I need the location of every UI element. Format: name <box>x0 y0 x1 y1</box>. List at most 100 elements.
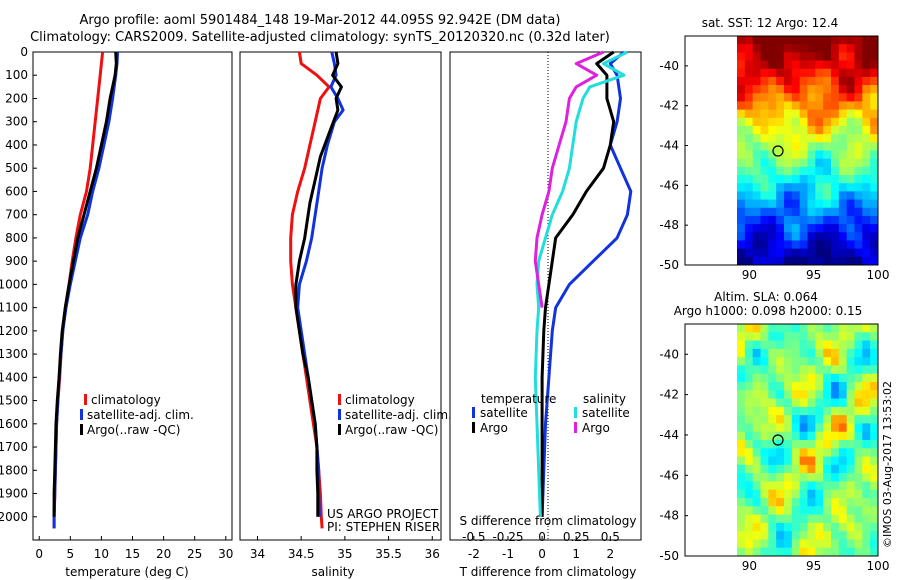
map-cell <box>760 166 769 176</box>
depth-tick-label: 400 <box>5 138 28 152</box>
map-cell <box>862 101 871 111</box>
map-cell <box>776 158 785 168</box>
map-cell <box>815 481 824 491</box>
map-cell <box>854 456 863 466</box>
map-cell <box>791 498 801 507</box>
map-cell <box>799 423 808 433</box>
map-cell <box>838 431 848 441</box>
map-cell <box>807 85 816 94</box>
map-cell <box>760 175 769 184</box>
map-cell <box>744 464 754 474</box>
map-cell <box>862 324 871 333</box>
map-cell <box>862 224 871 233</box>
map-cell <box>768 440 777 449</box>
map-cell <box>815 199 824 209</box>
map-cell <box>838 539 848 549</box>
map-cell <box>768 324 777 333</box>
map-cell <box>784 547 793 557</box>
map-cell <box>831 547 840 557</box>
map-cell <box>846 340 855 350</box>
map-cell <box>807 348 816 358</box>
map-cell <box>791 166 801 176</box>
map-cell <box>831 365 840 375</box>
map-cell <box>768 142 777 151</box>
map-cell <box>870 248 879 258</box>
map-cell <box>807 44 816 53</box>
map-cell <box>838 531 848 540</box>
map-cell <box>846 36 855 45</box>
map-cell <box>854 390 863 399</box>
map-cell <box>846 134 855 143</box>
map-cell <box>862 68 871 78</box>
map-cell <box>854 531 863 540</box>
map-cell <box>768 248 777 258</box>
map-cell <box>838 514 848 524</box>
map-cell <box>831 166 840 176</box>
map-cell <box>831 506 840 515</box>
map-cell <box>870 415 879 424</box>
map-cell <box>823 448 832 457</box>
map-cell <box>776 191 785 200</box>
map-cell <box>807 423 816 433</box>
map-cell <box>838 415 848 424</box>
map-cell <box>737 373 746 383</box>
map-cell <box>784 224 793 233</box>
map-lat-tick: -46 <box>659 178 679 192</box>
map-cell <box>870 183 879 192</box>
map-cell <box>838 232 848 241</box>
map-cell <box>784 324 793 333</box>
map-cell <box>838 489 848 499</box>
map-cell <box>799 348 808 358</box>
map-cell <box>831 117 840 127</box>
map-cell <box>815 365 824 375</box>
map-cell <box>838 158 848 168</box>
map-cell <box>823 158 832 168</box>
map-cell <box>807 224 816 233</box>
map-cell <box>791 240 801 250</box>
legend-label-argo: Argo(..raw -QC) <box>345 423 438 437</box>
map-cell <box>799 240 808 250</box>
map-cell <box>737 473 746 482</box>
map-cell <box>862 215 871 225</box>
legend-header-salinity: salinity <box>583 392 626 406</box>
map-cell <box>752 348 761 358</box>
legend-swatch-s-argo <box>574 422 577 433</box>
map-cell <box>791 125 801 135</box>
map-cell <box>760 332 769 341</box>
map-cell <box>846 207 855 217</box>
map-cell <box>862 440 871 449</box>
map-cell <box>862 547 871 557</box>
map-cell <box>831 398 840 408</box>
map-cell <box>815 406 824 416</box>
map-cell <box>831 531 840 540</box>
map-cell <box>862 52 871 61</box>
map-cell <box>831 76 840 86</box>
map-cell <box>760 93 769 102</box>
salinity-axes-box <box>239 51 442 541</box>
map-cell <box>744 440 754 449</box>
x-tick-label: 36 <box>425 547 440 561</box>
map-cell <box>768 191 777 200</box>
map-cell <box>838 406 848 416</box>
map-lat-tick: -50 <box>659 549 679 563</box>
map-cell <box>870 539 879 549</box>
map-cell <box>838 117 848 127</box>
sla-map-title1: Altim. SLA: 0.064 <box>714 290 818 304</box>
map-cell <box>854 332 863 341</box>
map-cell <box>760 199 769 209</box>
map-cell <box>784 232 793 241</box>
map-cell <box>870 191 879 200</box>
map-cell <box>760 248 769 258</box>
map-cell <box>799 207 808 217</box>
map-cell <box>823 215 832 225</box>
map-cell <box>768 398 777 408</box>
map-cell <box>752 324 761 333</box>
map-cell <box>854 101 863 111</box>
map-cell <box>870 199 879 209</box>
map-cell <box>854 240 863 250</box>
map-cell <box>862 423 871 433</box>
map-cell <box>838 60 848 70</box>
map-cell <box>854 440 863 449</box>
map-cell <box>752 117 761 127</box>
map-cell <box>737 191 746 200</box>
